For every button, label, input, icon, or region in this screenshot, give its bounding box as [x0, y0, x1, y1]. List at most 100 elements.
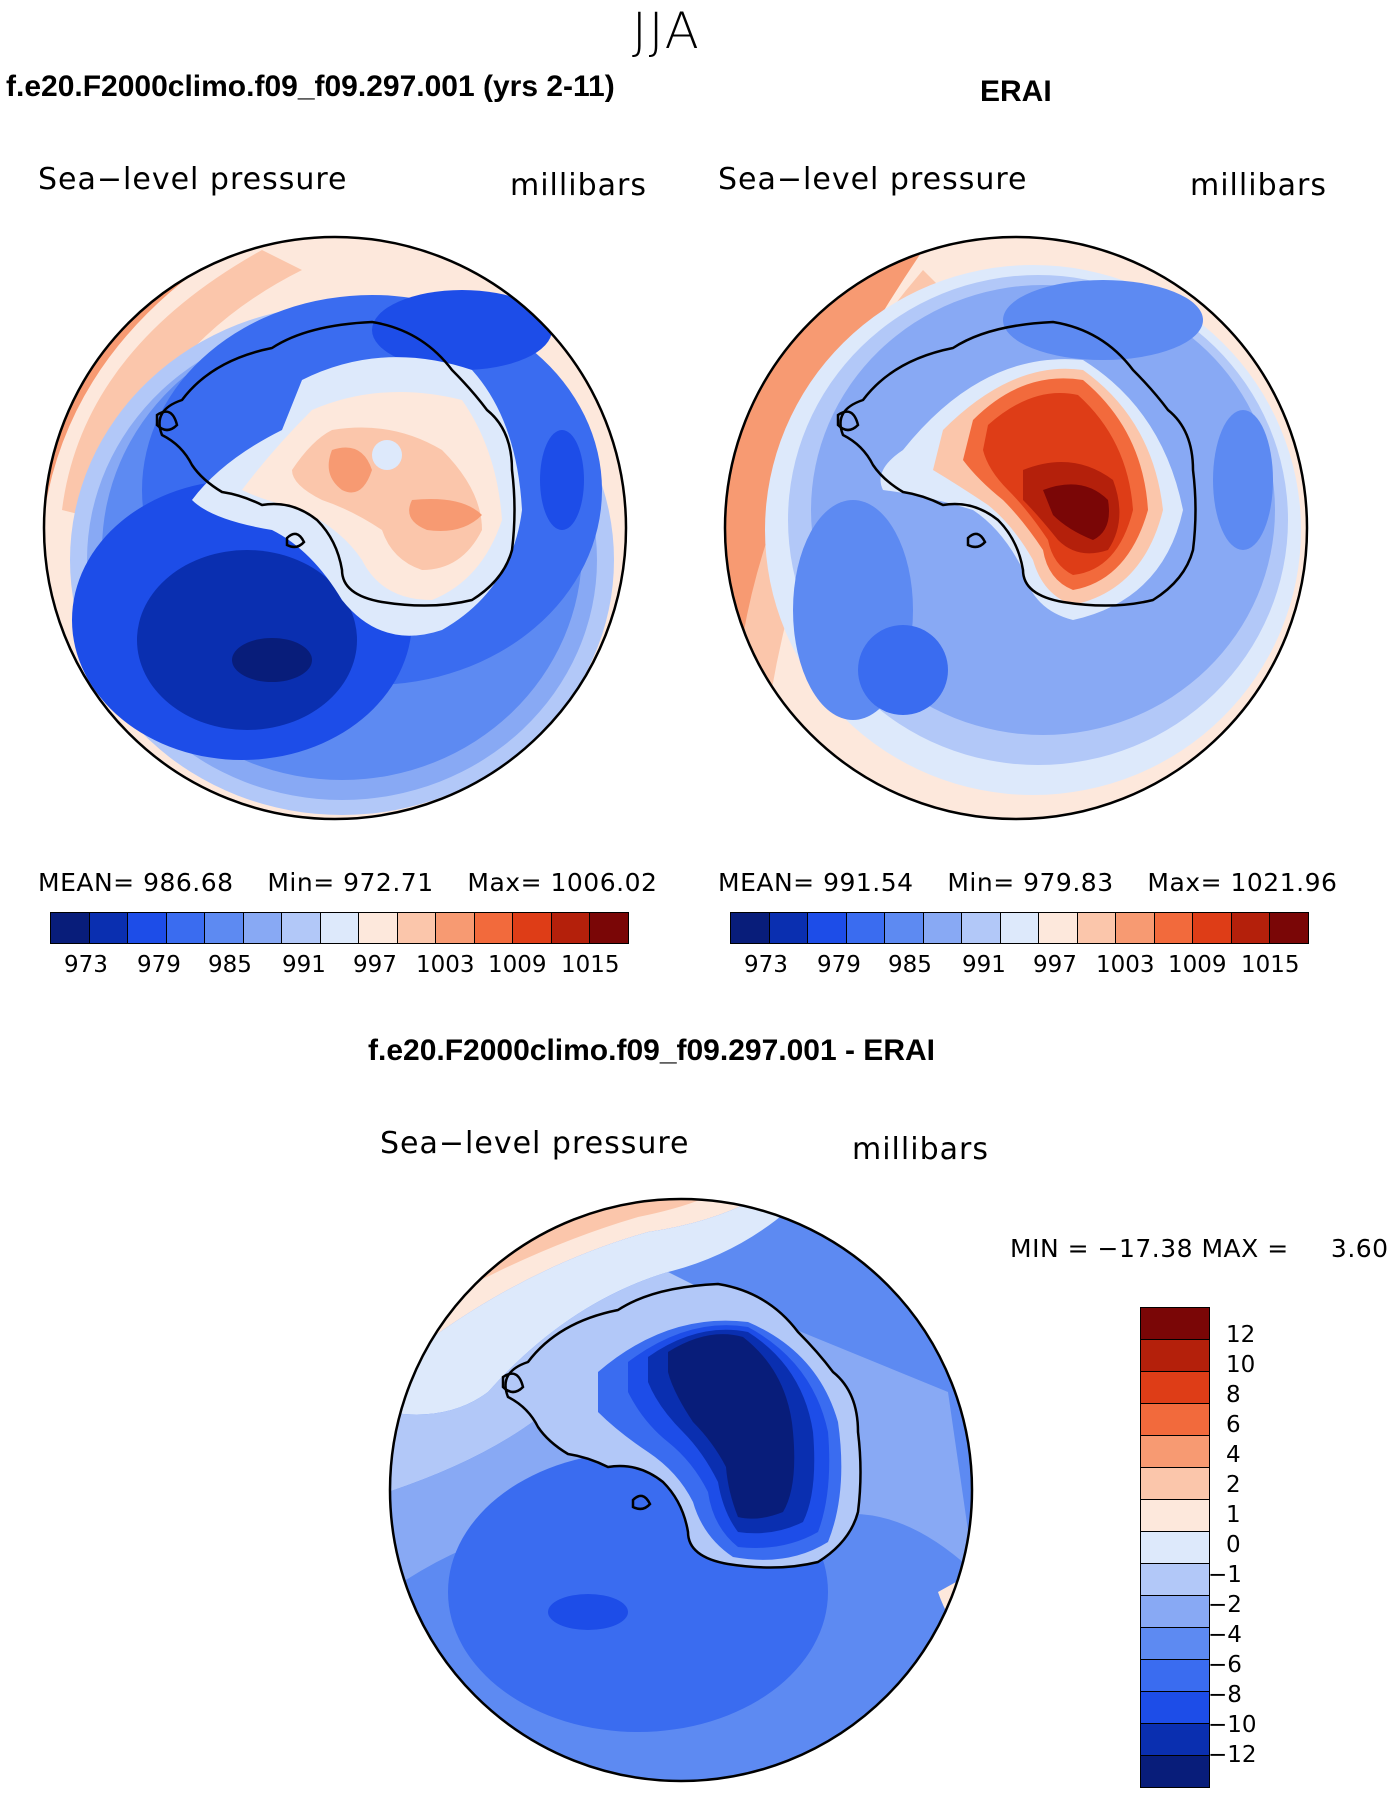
diff-colorbar-tick: −8 — [1208, 1682, 1242, 1708]
model-colorbar-tick: 991 — [282, 952, 326, 978]
model-colorbar-tick: 1015 — [561, 952, 620, 978]
model-max-label: Max= — [467, 868, 543, 897]
model-colorbar-tick: 973 — [64, 952, 108, 978]
diff-max-value: 3.60 — [1330, 1234, 1389, 1263]
season-label: JJA — [632, 2, 701, 60]
model-colorbar-tick: 985 — [208, 952, 252, 978]
model-colorbar-swatch — [205, 913, 244, 943]
diff-colorbar-tick: 0 — [1226, 1532, 1241, 1558]
obs-colorbar-tick: 973 — [744, 952, 788, 978]
diff-colorbar-swatch — [1141, 1308, 1209, 1340]
diff-max-label: MAX = — [1201, 1234, 1289, 1263]
model-units-label: millibars — [510, 168, 647, 203]
obs-colorbar-tick: 985 — [888, 952, 932, 978]
diff-colorbar-swatch — [1141, 1596, 1209, 1628]
obs-colorbar-tick: 991 — [962, 952, 1006, 978]
obs-max-value: 1021.96 — [1230, 868, 1338, 897]
model-colorbar-swatch — [89, 913, 129, 943]
obs-colorbar-swatch — [1193, 913, 1232, 943]
obs-panel-title: ERAI — [980, 75, 1052, 108]
obs-min-label: Min= — [947, 868, 1015, 897]
diff-colorbar-swatch — [1141, 1340, 1209, 1372]
model-polar-map — [42, 235, 628, 821]
diff-colorbar-swatch — [1141, 1724, 1209, 1756]
obs-stats-row: MEAN= 991.54 Min= 979.83 Max= 1021.96 — [718, 868, 1337, 897]
diff-colorbar-swatch — [1141, 1660, 1209, 1692]
obs-mean-value: 991.54 — [823, 868, 914, 897]
obs-colorbar-swatch — [923, 913, 963, 943]
model-stats-row: MEAN= 986.68 Min= 972.71 Max= 1006.02 — [38, 868, 657, 897]
model-mean-label: MEAN= — [38, 868, 135, 897]
diff-colorbar-tick: 12 — [1226, 1322, 1256, 1348]
obs-colorbar-swatch — [731, 913, 770, 943]
diff-units-label: millibars — [852, 1132, 989, 1167]
obs-colorbar-tick: 1009 — [1168, 952, 1227, 978]
diff-colorbar-swatch — [1141, 1404, 1209, 1436]
diff-colorbar-swatch — [1141, 1564, 1209, 1596]
obs-colorbar-swatch — [885, 913, 924, 943]
model-colorbar-swatch — [166, 913, 206, 943]
obs-colorbar-swatch — [1270, 913, 1308, 943]
obs-mean-label: MEAN= — [718, 868, 815, 897]
diff-colorbar-swatch — [1141, 1692, 1209, 1724]
obs-colorbar-swatch — [1039, 913, 1078, 943]
obs-colorbar-swatch — [1000, 913, 1040, 943]
diff-colorbar-tick: −2 — [1208, 1592, 1242, 1618]
diff-colorbar-swatch — [1141, 1628, 1209, 1660]
diff-colorbar-tick: 6 — [1226, 1412, 1241, 1438]
obs-colorbar — [730, 912, 1309, 944]
model-colorbar-tick: 979 — [137, 952, 181, 978]
obs-colorbar-tick: 979 — [817, 952, 861, 978]
diff-min-label: MIN = — [1010, 1234, 1090, 1263]
obs-colorbar-swatch — [1077, 913, 1117, 943]
diff-minmax-row: MIN = −17.38 MAX = 3.60 — [1010, 1234, 1389, 1263]
diff-colorbar-tick: 2 — [1226, 1472, 1241, 1498]
model-colorbar-swatch — [243, 913, 283, 943]
diff-panel-title: f.e20.F2000climo.f09_f09.297.001 - ERAI — [368, 1034, 935, 1067]
obs-colorbar-tick: 997 — [1033, 952, 1077, 978]
model-min-label: Min= — [267, 868, 335, 897]
diff-colorbar-swatch — [1141, 1436, 1209, 1468]
diff-colorbar-tick: −12 — [1208, 1742, 1257, 1768]
obs-colorbar-swatch — [1116, 913, 1155, 943]
obs-max-label: Max= — [1147, 868, 1223, 897]
obs-units-label: millibars — [1190, 168, 1327, 203]
obs-variable-label: Sea−level pressure — [718, 162, 1028, 197]
model-colorbar-swatch — [474, 913, 514, 943]
model-colorbar-swatch — [397, 913, 437, 943]
diff-colorbar-swatch — [1141, 1468, 1209, 1500]
obs-colorbar-swatch — [769, 913, 809, 943]
diff-colorbar-tick: 10 — [1226, 1352, 1256, 1378]
obs-colorbar-swatch — [962, 913, 1001, 943]
model-colorbar-swatch — [590, 913, 628, 943]
obs-min-value: 979.83 — [1023, 868, 1114, 897]
model-colorbar-swatch — [359, 913, 398, 943]
model-colorbar-swatch — [128, 913, 167, 943]
model-colorbar-swatch — [320, 913, 360, 943]
model-colorbar-swatch — [551, 913, 591, 943]
diff-colorbar-tick: −1 — [1208, 1562, 1242, 1588]
diff-colorbar-swatch — [1141, 1756, 1209, 1787]
diff-colorbar-tick: 4 — [1226, 1442, 1241, 1468]
diff-colorbar-tick: −4 — [1208, 1622, 1242, 1648]
obs-colorbar-swatch — [1154, 913, 1194, 943]
obs-polar-map — [723, 235, 1309, 821]
model-mean-value: 986.68 — [143, 868, 234, 897]
model-max-value: 1006.02 — [550, 868, 658, 897]
obs-colorbar-swatch — [1231, 913, 1271, 943]
model-variable-label: Sea−level pressure — [38, 162, 348, 197]
model-colorbar-tick: 1003 — [416, 952, 475, 978]
model-colorbar-swatch — [51, 913, 90, 943]
diff-colorbar-swatch — [1141, 1372, 1209, 1404]
model-panel-title: f.e20.F2000climo.f09_f09.297.001 (yrs 2-… — [6, 70, 615, 103]
model-colorbar-tick: 997 — [353, 952, 397, 978]
obs-colorbar-swatch — [846, 913, 886, 943]
obs-colorbar-tick: 1003 — [1096, 952, 1155, 978]
diff-colorbar-tick: −6 — [1208, 1652, 1242, 1678]
obs-colorbar-tick: 1015 — [1241, 952, 1300, 978]
diff-colorbar-tick: 1 — [1226, 1502, 1241, 1528]
model-colorbar-tick: 1009 — [488, 952, 547, 978]
diff-colorbar-tick: −10 — [1208, 1712, 1257, 1738]
diff-min-value: −17.38 — [1097, 1234, 1194, 1263]
model-colorbar-swatch — [436, 913, 475, 943]
